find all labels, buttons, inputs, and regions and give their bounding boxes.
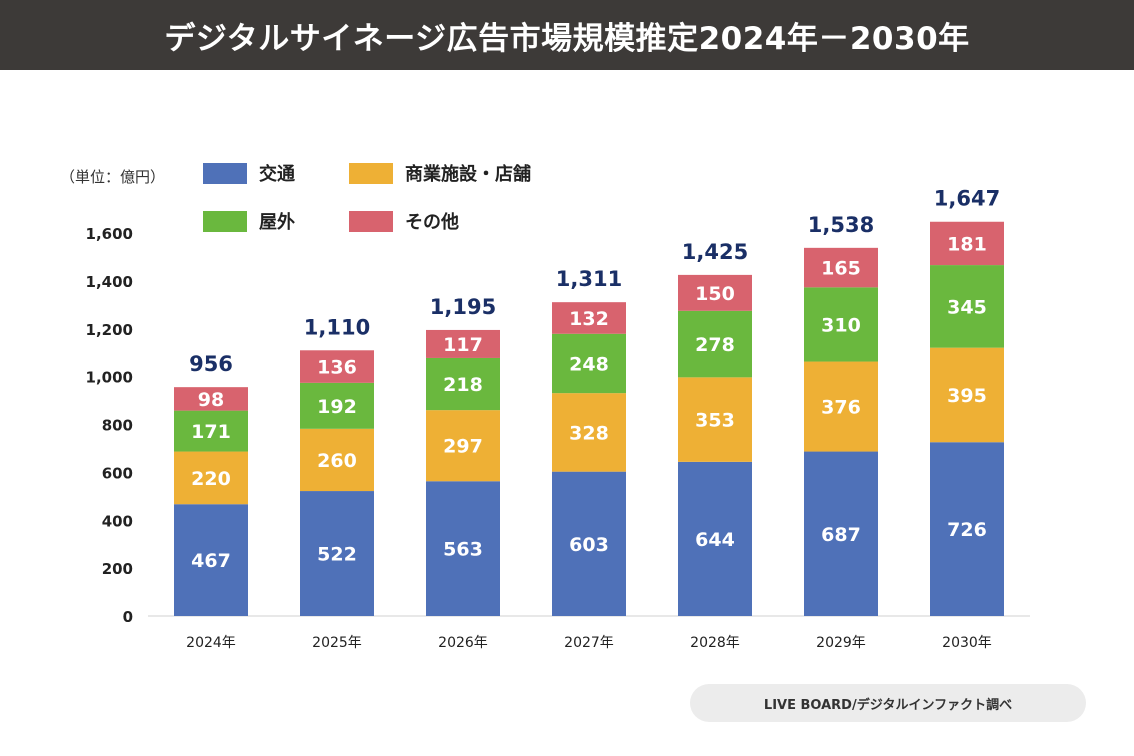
data-label: 687: [821, 524, 861, 546]
data-label: 278: [695, 334, 735, 356]
total-label: 1,311: [556, 267, 622, 291]
legend-item-other: その他: [349, 208, 459, 234]
bar-segment: [678, 377, 752, 462]
source-badge: LIVE BOARD/デジタルインファクト調べ: [690, 684, 1086, 722]
bar-segment: [930, 265, 1004, 348]
bar-segment: [678, 274, 752, 311]
bar-segment: [426, 481, 500, 616]
bar-segment: [300, 428, 374, 492]
legend-label: 商業施設・店舗: [405, 164, 531, 185]
data-label: 218: [443, 374, 483, 396]
legend-swatch: [203, 210, 247, 232]
bar-segment: [804, 247, 878, 288]
legend-label: 屋外: [259, 212, 295, 233]
bar-segment: [300, 491, 374, 616]
data-label: 603: [569, 534, 609, 556]
data-label: 376: [821, 397, 861, 419]
data-label: 220: [191, 468, 231, 490]
data-label: 132: [569, 308, 609, 330]
bar-segment: [300, 382, 374, 429]
bar-segment: [426, 410, 500, 482]
total-label: 1,538: [808, 213, 874, 237]
data-label: 260: [317, 450, 357, 472]
x-tick-label: 2028年: [690, 635, 740, 651]
legend-label: その他: [405, 212, 459, 233]
bar-segment: [930, 442, 1004, 616]
x-tick-label: 2025年: [312, 635, 362, 651]
legend-swatch: [349, 162, 393, 184]
bar-segment: [174, 410, 248, 452]
x-tick-label: 2030年: [942, 635, 992, 651]
data-label: 644: [695, 529, 735, 551]
bar-segment: [552, 393, 626, 472]
legend-swatch: [349, 210, 393, 232]
bar-segment: [804, 361, 878, 452]
legend-item-transport: 交通: [203, 160, 295, 186]
data-label: 726: [947, 519, 987, 541]
bar-segment: [426, 357, 500, 411]
y-tick-label: 400: [102, 512, 133, 530]
data-label: 522: [317, 544, 357, 566]
bar-segment: [300, 350, 374, 383]
data-label: 171: [191, 421, 231, 443]
data-label: 353: [695, 410, 735, 432]
data-label: 136: [317, 357, 357, 379]
data-label: 297: [443, 436, 483, 458]
bar-segment: [804, 451, 878, 616]
bar-segment: [174, 451, 248, 505]
y-tick-label: 800: [102, 417, 133, 435]
legend-item-commercial: 商業施設・店舗: [349, 160, 531, 186]
data-label: 165: [821, 258, 861, 280]
data-label: 150: [695, 283, 735, 305]
total-label: 1,110: [304, 315, 370, 339]
legend-swatch: [203, 162, 247, 184]
y-tick-label: 1,600: [86, 225, 133, 243]
bar-segment: [552, 471, 626, 616]
bar-segment: [174, 504, 248, 616]
total-label: 956: [189, 352, 233, 376]
bar-segment: [678, 461, 752, 616]
x-tick-label: 2026年: [438, 635, 488, 651]
data-label: 98: [198, 389, 224, 411]
legend-item-outdoor: 屋外: [203, 208, 295, 234]
x-tick-label: 2024年: [186, 635, 236, 651]
data-label: 248: [569, 353, 609, 375]
y-tick-label: 1,000: [86, 369, 133, 387]
data-label: 181: [947, 233, 987, 255]
data-label: 310: [821, 314, 861, 336]
data-label: 328: [569, 422, 609, 444]
bar-segment: [804, 287, 878, 362]
data-label: 563: [443, 539, 483, 561]
bar-segment: [930, 347, 1004, 443]
total-label: 1,425: [682, 240, 748, 264]
unit-label: （単位：億円）: [60, 168, 166, 186]
data-label: 345: [947, 296, 987, 318]
total-label: 1,195: [430, 295, 496, 319]
data-label: 117: [443, 334, 483, 356]
bar-segment: [678, 310, 752, 378]
legend-label: 交通: [259, 164, 295, 185]
y-tick-label: 200: [102, 560, 133, 578]
bar-segment: [174, 387, 248, 411]
page-title: デジタルサイネージ広告市場規模推定2024年－2030年: [0, 0, 1134, 70]
y-tick-label: 1,400: [86, 273, 133, 291]
y-tick-label: 0: [123, 608, 133, 626]
bar-segment: [930, 221, 1004, 266]
data-label: 467: [191, 550, 231, 572]
data-label: 192: [317, 396, 357, 418]
y-tick-label: 1,200: [86, 321, 133, 339]
bar-segment: [552, 333, 626, 394]
x-tick-label: 2029年: [816, 635, 866, 651]
total-label: 1,647: [934, 187, 1000, 211]
x-tick-label: 2027年: [564, 635, 614, 651]
y-tick-label: 600: [102, 464, 133, 482]
data-label: 395: [947, 385, 987, 407]
bar-segment: [552, 302, 626, 334]
bar-segment: [426, 329, 500, 358]
